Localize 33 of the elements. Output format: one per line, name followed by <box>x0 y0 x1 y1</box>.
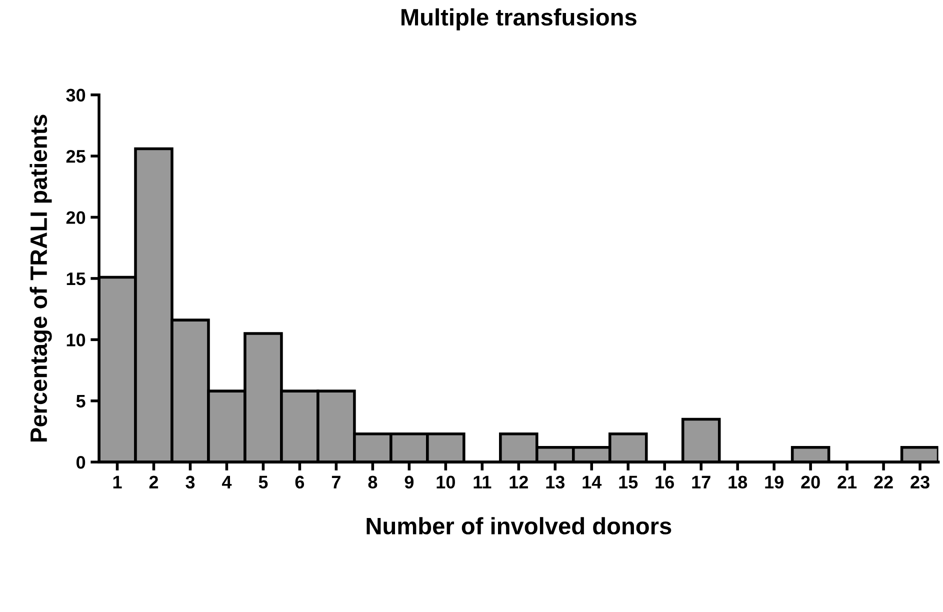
y-tick-label: 15 <box>66 272 86 286</box>
x-tick-label: 5 <box>258 476 268 489</box>
y-tick-label: 25 <box>66 150 86 163</box>
x-tick-label: 7 <box>332 476 340 488</box>
y-tick-label: 20 <box>66 211 86 224</box>
x-tick-label: 1 <box>113 476 122 488</box>
x-tick-label: 9 <box>404 476 414 489</box>
x-tick-label: 6 <box>295 476 304 489</box>
x-tick-label: 16 <box>656 476 674 489</box>
y-axis-title: Percentage of TRALI patients <box>30 114 52 442</box>
x-tick-label: 11 <box>474 476 492 488</box>
x-tick-label: 14 <box>582 476 602 488</box>
x-tick-label: 8 <box>368 476 378 489</box>
x-axis-title: Number of involved donors <box>366 517 672 534</box>
x-tick-label: 2 <box>149 476 158 488</box>
y-tick-label: 5 <box>76 394 86 408</box>
x-tick-label: 20 <box>801 476 820 489</box>
chart-title: Multiple transfusions <box>402 8 636 30</box>
x-tick-label: 18 <box>728 476 748 489</box>
x-tick-label: 12 <box>510 476 528 488</box>
x-tick-label: 3 <box>186 476 195 489</box>
x-tick-label: 13 <box>546 476 565 489</box>
x-tick-label: 10 <box>436 476 455 489</box>
x-tick-label: 17 <box>692 476 710 488</box>
y-tick-label: 30 <box>66 88 86 102</box>
x-tick-label: 19 <box>765 476 784 489</box>
x-tick-label: 21 <box>838 476 857 488</box>
x-tick-label: 22 <box>874 476 893 488</box>
x-tick-label: 4 <box>222 476 232 488</box>
x-tick-label: 15 <box>619 476 638 489</box>
y-tick-label: 10 <box>66 334 86 346</box>
y-tick-label: 0 <box>76 456 86 469</box>
x-tick-label: 23 <box>910 476 930 489</box>
